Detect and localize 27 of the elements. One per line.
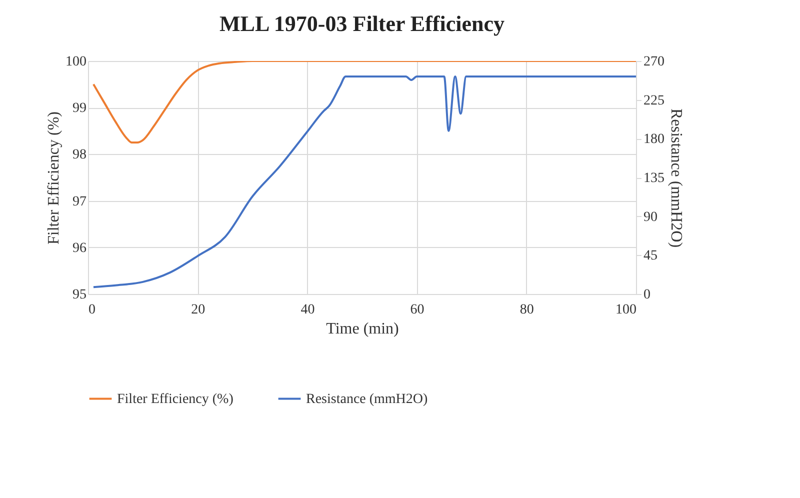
line-series [92,61,636,144]
y2-tick-label: 225 [644,93,664,108]
y2-tick-label: 0 [644,288,650,302]
x-tick-label: 0 [88,302,96,318]
y2-tick-label: 270 [644,54,664,70]
y2-tick-label: 90 [644,210,658,225]
x-tick-label: 60 [410,302,424,318]
x-tick-label: 80 [520,302,534,318]
y2-tick-label: 135 [644,171,664,186]
y-tick-label: 97 [72,194,86,210]
line-series [92,76,636,288]
y-axis-title: Filter Efficiency (%) [46,112,62,244]
x-axis-title: Time (min) [326,320,399,338]
y2-tick-label: 45 [644,248,658,264]
y2-tick-label: 180 [644,132,664,148]
y-tick-label: 96 [72,240,86,256]
x-tick-label: 20 [191,302,206,318]
chart-title: MLL 1970-03 Filter Efficiency [220,11,504,36]
x-tick-label: 40 [300,302,315,318]
legend-label: Filter Efficiency (%) [117,392,234,407]
y-tick-label: 100 [66,54,86,70]
y-tick-label: 99 [72,101,86,116]
y-tick-label: 95 [72,288,86,302]
y2-axis-title: Resistance (mmH2O) [668,108,684,248]
legend-label: Resistance (mmH2O) [306,392,428,407]
y-tick-label: 98 [72,148,86,163]
x-tick-label: 100 [616,302,636,318]
